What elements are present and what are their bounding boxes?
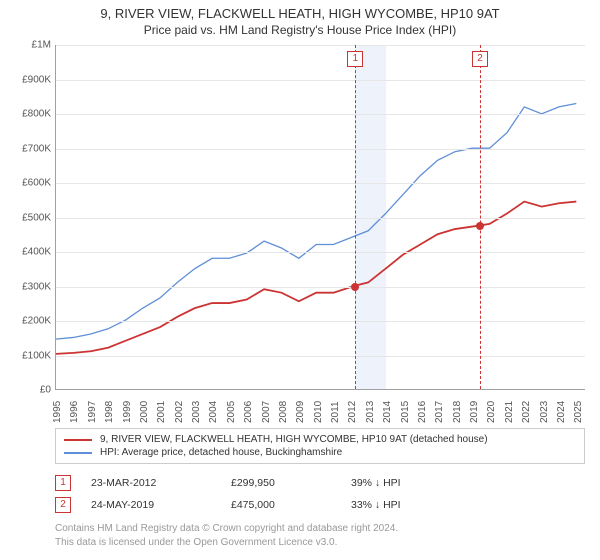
x-axis-label: 2000 (139, 401, 150, 423)
x-axis-label: 2018 (452, 401, 463, 423)
x-axis-label: 2017 (434, 401, 445, 423)
x-axis-label: 2004 (208, 401, 219, 423)
x-axis-label: 2011 (330, 401, 341, 423)
gridline-h (56, 252, 585, 253)
gridline-h (56, 356, 585, 357)
chart-title-block: 9, RIVER VIEW, FLACKWELL HEATH, HIGH WYC… (0, 0, 600, 37)
x-axis-label: 1996 (69, 401, 80, 423)
y-axis-label: £200K (22, 316, 56, 327)
gridline-h (56, 183, 585, 184)
gridline-h (56, 218, 585, 219)
x-axis-label: 2007 (261, 401, 272, 423)
legend-swatch (64, 439, 92, 441)
x-axis-label: 2008 (278, 401, 289, 423)
event-date: 23-MAR-2012 (91, 477, 231, 489)
event-date: 24-MAY-2019 (91, 499, 231, 511)
x-axis-label: 2012 (347, 401, 358, 423)
series-line-hpi (56, 104, 576, 340)
x-axis-label: 2024 (556, 401, 567, 423)
event-price: £299,950 (231, 477, 351, 489)
chart-plot-area: £0£100K£200K£300K£400K£500K£600K£700K£80… (55, 45, 585, 390)
sale-event-dot (351, 283, 359, 291)
legend-label: 9, RIVER VIEW, FLACKWELL HEATH, HIGH WYC… (100, 434, 488, 445)
x-axis-label: 2020 (486, 401, 497, 423)
y-axis-label: £500K (22, 212, 56, 223)
legend-item: 9, RIVER VIEW, FLACKWELL HEATH, HIGH WYC… (64, 433, 576, 446)
x-axis-label: 2010 (313, 401, 324, 423)
x-axis-label: 2025 (573, 401, 584, 423)
event-row: 2 24-MAY-2019£475,00033% ↓ HPI (55, 494, 585, 516)
x-axis-label: 2022 (521, 401, 532, 423)
chart-subtitle: Price paid vs. HM Land Registry's House … (0, 23, 600, 37)
gridline-h (56, 114, 585, 115)
event-hpi-delta: 39% ↓ HPI (351, 477, 401, 489)
x-axis-label: 2002 (174, 401, 185, 423)
x-axis-label: 1999 (122, 401, 133, 423)
legend-item: HPI: Average price, detached house, Buck… (64, 446, 576, 459)
y-axis-label: £600K (22, 178, 56, 189)
sale-event-vline (480, 45, 481, 389)
footer-attribution: Contains HM Land Registry data © Crown c… (55, 522, 585, 549)
y-axis-label: £300K (22, 281, 56, 292)
x-axis-label: 2019 (469, 401, 480, 423)
footer-line-1: Contains HM Land Registry data © Crown c… (55, 522, 585, 536)
x-axis-label: 2015 (400, 401, 411, 423)
sale-event-marker-box: 1 (347, 51, 363, 67)
x-axis-label: 2014 (382, 401, 393, 423)
gridline-h (56, 80, 585, 81)
chart-title: 9, RIVER VIEW, FLACKWELL HEATH, HIGH WYC… (0, 6, 600, 21)
event-hpi-delta: 33% ↓ HPI (351, 499, 401, 511)
event-number-box: 2 (55, 497, 71, 513)
x-axis-label: 2016 (417, 401, 428, 423)
series-line-property (56, 202, 576, 354)
x-axis-label: 2001 (156, 401, 167, 423)
x-axis-label: 2021 (504, 401, 515, 423)
x-axis-label: 2013 (365, 401, 376, 423)
legend-label: HPI: Average price, detached house, Buck… (100, 447, 342, 458)
legend-swatch (64, 452, 92, 454)
sale-events-table: 1 23-MAR-2012£299,95039% ↓ HPI 2 24-MAY-201… (55, 472, 585, 516)
y-axis-label: £400K (22, 247, 56, 258)
gridline-h (56, 149, 585, 150)
sale-event-marker-box: 2 (472, 51, 488, 67)
x-axis-label: 2009 (295, 401, 306, 423)
sale-event-dot (476, 222, 484, 230)
event-number-box: 1 (55, 475, 71, 491)
event-row: 1 23-MAR-2012£299,95039% ↓ HPI (55, 472, 585, 494)
y-axis-label: £700K (22, 143, 56, 154)
x-axis-label: 2005 (226, 401, 237, 423)
event-price: £475,000 (231, 499, 351, 511)
x-axis-label: 2023 (539, 401, 550, 423)
x-axis-label: 1997 (87, 401, 98, 423)
y-axis-label: £1M (32, 40, 56, 51)
x-axis-label: 2006 (243, 401, 254, 423)
x-axis-label: 2003 (191, 401, 202, 423)
gridline-h (56, 321, 585, 322)
y-axis-label: £100K (22, 350, 56, 361)
footer-line-2: This data is licensed under the Open Gov… (55, 536, 585, 550)
y-axis-label: £800K (22, 109, 56, 120)
legend: 9, RIVER VIEW, FLACKWELL HEATH, HIGH WYC… (55, 428, 585, 464)
x-axis-label: 1995 (52, 401, 63, 423)
sale-event-vline (355, 45, 356, 389)
y-axis-label: £0 (40, 385, 56, 396)
x-axis-label: 1998 (104, 401, 115, 423)
y-axis-label: £900K (22, 74, 56, 85)
gridline-h (56, 287, 585, 288)
gridline-h (56, 45, 585, 46)
